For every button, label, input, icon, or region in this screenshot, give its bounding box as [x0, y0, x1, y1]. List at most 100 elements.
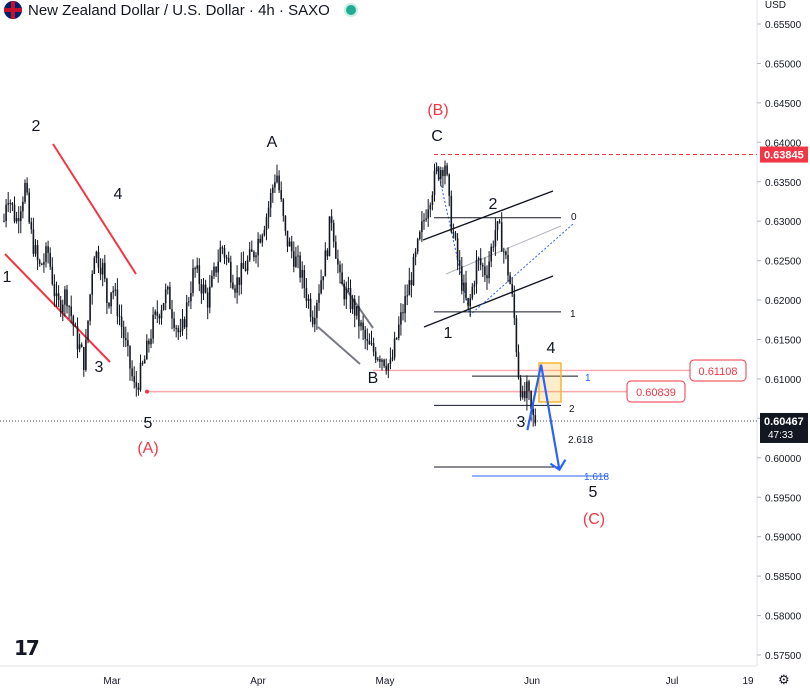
candle-body	[343, 283, 345, 300]
candle-body	[99, 267, 102, 275]
currency-label[interactable]: USD	[764, 0, 786, 11]
candle-body	[221, 247, 224, 249]
candle-body	[72, 316, 75, 326]
candle-body	[112, 290, 114, 293]
candle-body	[240, 262, 243, 285]
candle-body	[154, 311, 156, 315]
candle-body	[335, 241, 337, 259]
candle-body	[332, 222, 335, 242]
candle-body	[66, 289, 68, 307]
candle-body	[152, 314, 154, 339]
candle-body	[500, 222, 503, 252]
candle-body	[511, 283, 513, 295]
tradingview-logo-icon[interactable]: 17	[14, 636, 40, 660]
candle-body	[488, 261, 490, 279]
candle-body	[242, 262, 245, 269]
candle-body	[353, 299, 356, 316]
candle-body	[385, 365, 387, 371]
candle-body	[238, 277, 240, 285]
candle-body	[282, 199, 285, 216]
candle-body	[263, 229, 266, 236]
candle-body	[314, 317, 316, 325]
price-tick-label-2: 0.64500	[765, 99, 802, 110]
candle-body	[74, 325, 77, 327]
candle-body	[95, 251, 98, 259]
candle-body	[272, 187, 274, 193]
candle-body	[148, 340, 150, 345]
wedge-line-lower	[317, 326, 361, 365]
candle-body	[383, 359, 385, 366]
candle-body	[278, 175, 280, 191]
candle-body	[255, 255, 257, 258]
candle-body	[194, 268, 196, 270]
wave-label-12: 3	[517, 414, 526, 431]
candle-body	[7, 203, 9, 205]
candle-body	[34, 245, 37, 254]
symbol-title[interactable]: New Zealand Dollar / U.S. Dollar · 4h · …	[28, 1, 330, 19]
fib-label-2: 1	[585, 373, 591, 384]
price-tick-label-1: 0.65000	[765, 59, 802, 70]
candle-body	[456, 238, 459, 261]
candle-body	[53, 284, 56, 296]
candle-body	[513, 294, 516, 319]
settings-icon[interactable]: ⚙	[778, 672, 790, 687]
candle-body	[190, 293, 192, 302]
candle-body	[91, 274, 93, 295]
candle-body	[204, 284, 207, 293]
candle-body	[318, 293, 320, 303]
fib-label-1: 1	[570, 309, 576, 320]
candle-body	[419, 231, 421, 240]
time-axis[interactable]: Mar Apr May Jun Jul 19	[103, 676, 754, 687]
candle-body	[431, 195, 434, 205]
wave-label-3: 4	[114, 186, 123, 203]
candle-body	[307, 298, 310, 301]
candle-body	[213, 266, 215, 276]
candle-body	[410, 280, 413, 286]
candle-body	[206, 292, 209, 308]
candle-body	[118, 315, 121, 317]
candle-body	[337, 258, 339, 265]
candle-body	[412, 256, 415, 286]
candle-body	[141, 362, 144, 364]
candle-body	[70, 306, 72, 317]
candle-body	[122, 326, 125, 339]
candle-body	[51, 266, 54, 285]
candle-body	[505, 251, 507, 256]
current-price-tag	[760, 412, 808, 443]
candle-body	[215, 266, 217, 273]
candle-body	[402, 312, 404, 314]
candle-body	[435, 167, 438, 171]
candle-body	[471, 286, 474, 299]
candle-body	[265, 217, 268, 230]
candle-body	[322, 276, 324, 281]
price-tick-label-8: 0.61500	[765, 336, 802, 347]
candle-body	[80, 344, 83, 348]
candle-body	[395, 337, 398, 339]
candle-body	[393, 338, 396, 358]
candle-body	[167, 286, 169, 290]
candle-body	[404, 296, 406, 314]
level-label-1: 0.60839	[636, 387, 676, 399]
candle-body	[162, 303, 165, 310]
fib-trend-connector	[435, 161, 574, 316]
projection-path	[526, 364, 561, 470]
wave-label-7: B	[368, 370, 379, 387]
price-tick-label-11: 0.60000	[765, 454, 802, 465]
candle-body	[429, 204, 432, 210]
time-tick-label-3: Jun	[524, 676, 540, 687]
candle-body	[286, 230, 289, 247]
candle-body	[347, 288, 350, 290]
price-axis[interactable]: 0.65500 0.65000 0.64500 0.64000 0.63500 0.630…	[757, 20, 808, 662]
wave-label-4: 5	[144, 415, 153, 432]
candle-body	[200, 283, 203, 294]
candle-body	[461, 266, 463, 291]
parallel-channel-lower	[423, 275, 554, 328]
candle-body	[20, 211, 22, 222]
level-label-box-1	[626, 380, 686, 403]
candle-body	[467, 298, 469, 307]
price-tick-label-0: 0.65500	[765, 20, 802, 31]
level-anchor-dot	[145, 389, 149, 394]
target-zone-box	[538, 362, 562, 403]
candle-body	[261, 235, 264, 243]
